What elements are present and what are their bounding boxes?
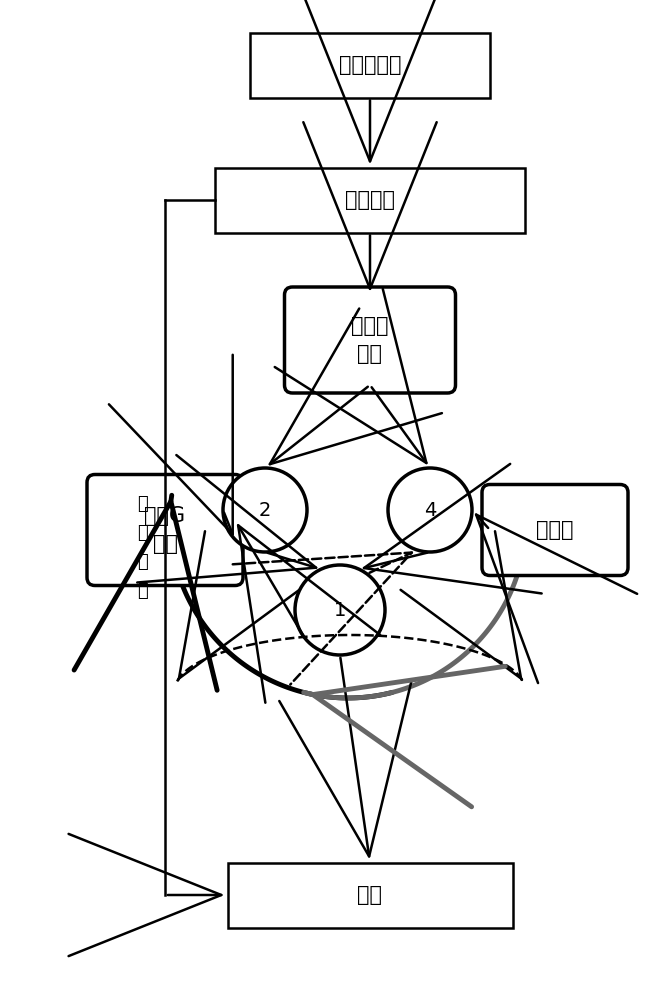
Circle shape [388, 468, 472, 552]
Text: 双比率: 双比率 [536, 520, 574, 540]
Text: 2: 2 [259, 500, 271, 520]
FancyBboxPatch shape [215, 167, 525, 232]
Text: 犊牌收
益率: 犊牌收 益率 [352, 316, 389, 364]
Circle shape [223, 468, 307, 552]
Text: 4: 4 [424, 500, 436, 520]
Circle shape [295, 565, 385, 655]
Text: 影
点
回
归: 影 点 回 归 [137, 495, 148, 600]
Text: 1: 1 [334, 600, 346, 619]
Text: 膏点: 膏点 [358, 885, 382, 905]
FancyBboxPatch shape [250, 32, 490, 98]
Text: 目标G
差值: 目标G 差值 [145, 506, 185, 554]
FancyBboxPatch shape [87, 475, 243, 585]
FancyBboxPatch shape [482, 485, 628, 576]
Text: 影点筛除: 影点筛除 [345, 190, 395, 210]
FancyBboxPatch shape [285, 287, 456, 393]
Text: 帕累托前沿: 帕累托前沿 [339, 55, 402, 75]
FancyBboxPatch shape [227, 862, 512, 928]
